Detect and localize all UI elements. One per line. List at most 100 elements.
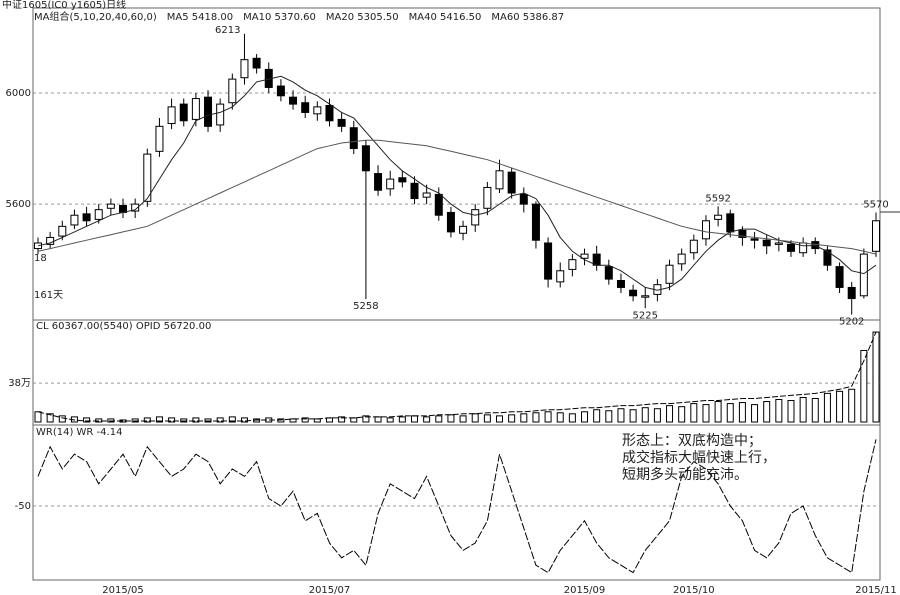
high-label: 5592 (705, 193, 730, 204)
high-label: 6213 (215, 25, 240, 36)
y-tick-label: 38万 (8, 378, 31, 389)
panel-title: WR(14) WR -4.14 (36, 427, 122, 438)
candle-body (349, 127, 358, 150)
volume-bar (58, 415, 66, 423)
ma-legend: MA组合(5,10,20,40,60,0) (34, 10, 157, 23)
candle-body (131, 203, 140, 212)
volume-bar (350, 417, 358, 423)
volume-bar (228, 416, 236, 423)
candle-body (665, 264, 674, 284)
candle-body (471, 209, 480, 226)
volume-bar (374, 416, 382, 423)
candle-body (228, 78, 237, 104)
candle-body (872, 220, 880, 252)
volume-bar (532, 412, 540, 423)
volume-bar (447, 414, 455, 423)
candle-body (446, 211, 455, 233)
chart-title: 中证1605(IC0 y1605)日线 (2, 0, 126, 11)
candle-body (786, 243, 795, 252)
candle-body (422, 192, 431, 198)
low-label: 5202 (839, 317, 864, 328)
note: 短期多头动能充沛。 (622, 466, 748, 483)
wr-line (37, 439, 877, 574)
volume-bar (240, 417, 248, 423)
candle-body (507, 171, 516, 194)
volume-bar (301, 417, 309, 423)
volume-bar (799, 396, 807, 423)
volume-bar (143, 417, 151, 423)
volume-bar (811, 397, 819, 423)
candle-body (374, 173, 383, 191)
volume-bar (520, 413, 528, 423)
volume-bar (435, 415, 443, 423)
candle-body (337, 118, 346, 127)
candle-body (191, 98, 200, 120)
volume-bar (168, 417, 176, 423)
volume-bar (641, 407, 649, 423)
volume-bar (155, 416, 163, 423)
volume-bar (617, 408, 625, 423)
panel-title: CL 60367.00(5540) OPID 56720.00 (36, 321, 211, 332)
candle-body (689, 239, 698, 254)
candle-body (155, 125, 164, 152)
candle-body (398, 177, 407, 183)
volume-bar (666, 405, 674, 423)
candle-body (799, 242, 808, 254)
candle-body (276, 85, 285, 97)
volume-bar (398, 416, 406, 423)
volume-bar (848, 388, 856, 423)
volume-bar (131, 418, 139, 423)
candle-body (641, 295, 650, 298)
candle-body (714, 214, 723, 220)
candle-body (216, 103, 225, 126)
low-label: 5225 (633, 310, 658, 321)
ma-legend: MA10 5370.60 (243, 12, 316, 23)
candle-body (835, 266, 844, 288)
volume-bar (204, 418, 212, 423)
candle-body (616, 280, 625, 288)
candle-body (301, 102, 310, 113)
candle-body (82, 213, 91, 222)
candle-body (106, 203, 115, 209)
volume-bar (738, 402, 746, 423)
x-tick-label: 2015/07 (309, 585, 351, 595)
candle-body (289, 96, 298, 105)
volume-bar (192, 417, 200, 423)
volume-bar (483, 414, 491, 423)
candle-body (750, 238, 759, 241)
candle-body (519, 193, 528, 205)
volume-bar (180, 418, 188, 423)
volume-bar (544, 411, 552, 423)
volume-bar (95, 418, 103, 423)
open-interest-line (37, 331, 877, 422)
volume-bar (872, 331, 880, 423)
volume-bar (556, 412, 564, 423)
candle-body (70, 214, 79, 226)
candle-body (361, 145, 370, 172)
volume-bar (568, 413, 576, 423)
x-tick-label: 2015/05 (102, 585, 144, 595)
candle-body (94, 209, 103, 220)
volume-bar (860, 349, 868, 423)
candle-body (859, 253, 868, 297)
candle-body (167, 106, 176, 125)
annotation: 18 (34, 253, 47, 264)
volume-bar (362, 415, 370, 423)
y-tick-label: 5600 (6, 199, 31, 210)
volume-bar (653, 408, 661, 423)
volume-bar (823, 392, 831, 423)
candle-body (604, 266, 613, 280)
note: 成交指标大幅快速上行， (622, 449, 776, 466)
volume-bar (629, 409, 637, 423)
note: 形态上：双底构造中； (622, 433, 762, 449)
y-tick-label: -50 (15, 501, 31, 512)
candle-body (677, 253, 686, 265)
candle-body (847, 286, 856, 300)
volume-bar (410, 415, 418, 423)
candle-body (386, 178, 395, 190)
volume-bar (386, 417, 394, 423)
volume-bar (714, 401, 722, 423)
candle-body (629, 289, 638, 297)
candle-body (531, 203, 540, 241)
ma-legend: MA60 5386.87 (491, 12, 564, 23)
